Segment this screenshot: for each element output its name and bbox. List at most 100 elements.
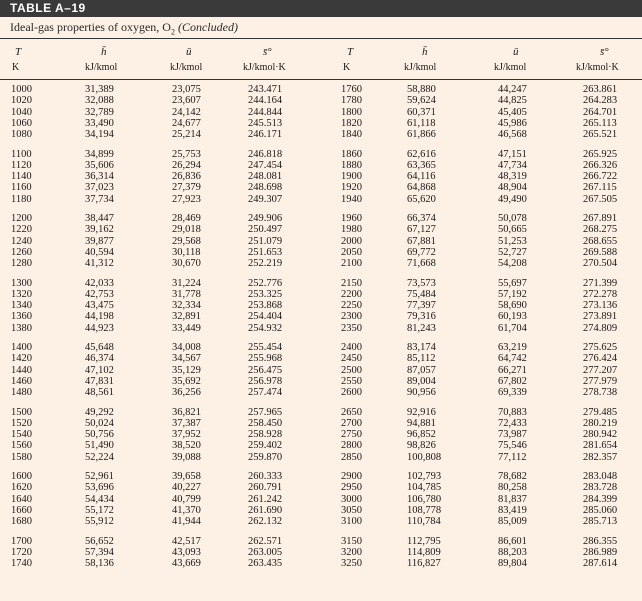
table-cell: 23,075: [172, 84, 201, 95]
table-cell: 1540: [11, 429, 32, 441]
table-cell: 41,370: [172, 504, 201, 516]
table-cell: 1980: [341, 224, 362, 236]
table-cell: 2750: [341, 429, 362, 441]
table-cell: 57,394: [85, 546, 114, 558]
table-cell: 27,379: [172, 182, 201, 194]
table-cell: 23,607: [172, 95, 201, 107]
table-cell: 86,601: [498, 535, 527, 547]
table-cell: 265.113: [583, 117, 617, 129]
table-cell: 255.968: [248, 353, 283, 365]
table-cell: 25,753: [172, 148, 201, 160]
rule-header: [0, 79, 642, 80]
table-cell: 1100: [11, 148, 32, 160]
table-row: 1160 37,023 27,379 248.698 1920 64,868 48,904 2…: [0, 182, 642, 193]
table-cell: 1680: [11, 516, 32, 528]
header-unit-s-left: kJ/kmol·K: [243, 62, 286, 73]
header-symbol-u-right: ū: [513, 46, 519, 58]
header-unit-T-left: K: [12, 62, 20, 73]
table-row: 1740 58,136 43,669 263.435 3250 116,827 89,804…: [0, 558, 642, 569]
table-cell: 1800: [341, 106, 362, 118]
table-cell: 31,778: [172, 288, 201, 300]
table-cell: 42,517: [172, 535, 201, 547]
table-cell: 1360: [11, 311, 32, 323]
table-row: 1520 50,024 37,387 258.450 2700 94,881 72,433 2…: [0, 418, 642, 429]
table-cell: 2100: [341, 258, 362, 270]
table-cell: 247.454: [248, 159, 283, 171]
table-cell: 44,247: [498, 84, 527, 95]
table-cell: 268.275: [583, 224, 618, 236]
table-cell: 2800: [341, 440, 362, 452]
table-cell: 34,194: [85, 129, 114, 141]
table-cell: 44,198: [85, 311, 114, 323]
table-cell: 1760: [341, 84, 362, 95]
table-cell: 2250: [341, 300, 362, 312]
table-row: 1460 47,831 35,692 256.978 2550 89,004 67,802 2…: [0, 376, 642, 387]
table-cell: 265.521: [583, 129, 618, 141]
table-cell: 3100: [341, 516, 362, 528]
table-row: 1320 42,753 31,778 253.325 2200 75,484 57,192 2…: [0, 289, 642, 300]
table-cell: 54,208: [498, 258, 527, 270]
table-cell: 50,024: [85, 417, 114, 429]
table-row: 1500 49,292 36,821 257.965 2650 92,916 70,883 2…: [0, 407, 642, 418]
table-row: 1340 43,475 32,334 253.868 2250 77,397 58,690 2…: [0, 300, 642, 311]
table-cell: 48,561: [85, 387, 114, 399]
table-cell: 43,669: [172, 558, 201, 570]
table-cell: 275.625: [583, 342, 618, 353]
table-cell: 254.932: [248, 322, 283, 334]
table-cell: 31,389: [85, 84, 114, 95]
table-cell: 57,192: [498, 288, 527, 300]
table-cell: 245.513: [248, 117, 283, 129]
table-cell: 248.698: [248, 182, 283, 194]
table-row: 1620 53,696 40,227 260.791 2950 104,785 80,258…: [0, 482, 642, 493]
table-cell: 32,088: [85, 95, 114, 107]
row-group: 1300 42,033 31,224 252.776 2150 73,573 55,697 2…: [0, 278, 642, 334]
table-cell: 267.891: [583, 213, 618, 224]
table-cell: 1740: [11, 558, 32, 570]
table-cell: 1020: [11, 95, 32, 107]
table-cell: 1720: [11, 546, 32, 558]
table-cell: 3000: [341, 493, 362, 505]
table-cell: 47,102: [85, 364, 114, 376]
table-row: 1420 46,374 34,567 255.968 2450 85,112 64,742 2…: [0, 353, 642, 364]
table-cell: 63,219: [498, 342, 527, 353]
table-cell: 104,785: [407, 482, 442, 494]
table-cell: 1160: [11, 182, 32, 194]
table-cell: 286.355: [583, 535, 618, 547]
table-cell: 37,023: [85, 182, 114, 194]
table-cell: 45,648: [85, 342, 114, 353]
table-cell: 50,078: [498, 213, 527, 224]
table-cell: 264.283: [583, 95, 618, 107]
table-row: 1540 50,756 37,952 258.928 2750 96,852 73,987 2…: [0, 429, 642, 440]
table-cell: 260.791: [248, 482, 283, 494]
table-cell: 269.588: [583, 246, 618, 258]
table-cell: 65,620: [407, 193, 436, 205]
table-cell: 42,753: [85, 288, 114, 300]
table-cell: 58,136: [85, 558, 114, 570]
table-cell: 1300: [11, 277, 32, 289]
table-row: 1600 52,961 39,658 260.333 2900 102,793 78,682…: [0, 471, 642, 482]
table-cell: 280.942: [583, 429, 618, 441]
header-unit-h-right: kJ/kmol: [404, 62, 437, 73]
table-cell: 38,447: [85, 213, 114, 224]
table-cell: 1420: [11, 353, 32, 365]
table-cell: 55,912: [85, 516, 114, 528]
header-symbol-h-right: h̄: [422, 46, 428, 58]
table-cell: 249.307: [248, 193, 283, 205]
table-cell: 2050: [341, 246, 362, 258]
table-cell: 256.475: [248, 364, 283, 376]
table-cell: 112,795: [407, 535, 441, 547]
table-cell: 42,033: [85, 277, 114, 289]
table-cell: 53,696: [85, 482, 114, 494]
table-cell: 286.989: [583, 546, 618, 558]
table-cell: 80,258: [498, 482, 527, 494]
table-row: 1260 40,594 30,118 251.653 2050 69,772 52,727 2…: [0, 247, 642, 258]
row-group: 1200 38,447 28,469 249.906 1960 66,374 50,078 2…: [0, 213, 642, 269]
table-cell: 1920: [341, 182, 362, 194]
table-cell: 51,253: [498, 235, 527, 247]
table-cell: 47,831: [85, 375, 114, 387]
table-cell: 256.978: [248, 375, 283, 387]
table-cell: 258.928: [248, 429, 283, 441]
table-cell: 250.497: [248, 224, 283, 236]
table-cell: 98,826: [407, 440, 436, 452]
table-row: 1440 47,102 35,129 256.475 2500 87,057 66,271 2…: [0, 365, 642, 376]
